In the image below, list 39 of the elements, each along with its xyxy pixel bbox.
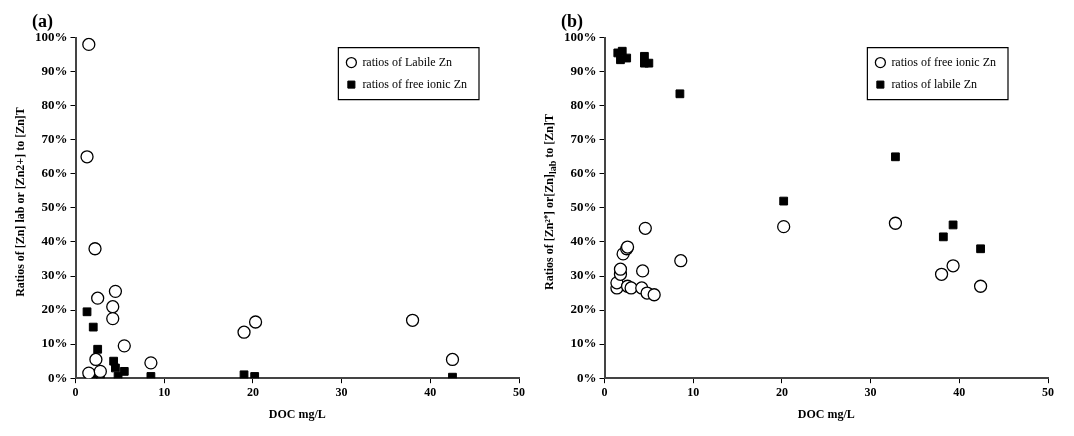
legend-label: ratios of free ionic Zn [891,54,996,69]
y-tick-label: 20% [570,301,597,317]
y-tick-label: 70% [570,131,597,147]
y-tick-label: 80% [41,97,68,113]
x-tick-label: 20 [246,385,259,400]
y-tick-label: 80% [570,97,597,113]
y-tick-label: 10% [41,335,68,351]
y-tick-label: 0% [48,369,68,385]
legend-label: ratios of labile Zn [891,76,978,91]
y-tick-label: 30% [41,267,68,283]
x-tick-label: 40 [424,385,437,400]
x-axis-title: DOC mg/L [268,406,326,421]
y-tick-label: 60% [570,165,597,181]
legend-label: ratios of Labile Zn [362,54,453,69]
x-tick-label: 40 [953,385,966,400]
y-tick-label: 60% [41,165,68,181]
y-tick-label: 30% [570,267,597,283]
y-tick-label: 50% [41,199,68,215]
y-tick-label: 50% [570,199,597,215]
y-tick-label: 40% [570,233,597,249]
y-tick-label: 0% [577,369,597,385]
x-tick-label: 10 [687,385,700,400]
y-tick-label: 10% [570,335,597,351]
x-tick-label: 30 [335,385,348,400]
x-tick-label: 0 [72,385,79,400]
x-tick-label: 0 [601,385,608,400]
x-tick-label: 20 [775,385,788,400]
y-tick-label: 90% [570,63,597,79]
x-tick-label: 10 [158,385,171,400]
y-tick-label: 90% [41,63,68,79]
y-tick-label: 70% [41,131,68,147]
x-tick-label: 50 [513,385,525,400]
x-tick-label: 30 [864,385,877,400]
y-axis-title: Ratios of [Zn] lab or [Zn2+] to [Zn]T [12,107,28,297]
legend-label: ratios of free ionic Zn [362,76,467,91]
y-tick-label: 20% [41,301,68,317]
x-tick-label: 50 [1042,385,1054,400]
y-tick-label: 40% [41,233,68,249]
x-axis-title: DOC mg/L [797,406,855,421]
